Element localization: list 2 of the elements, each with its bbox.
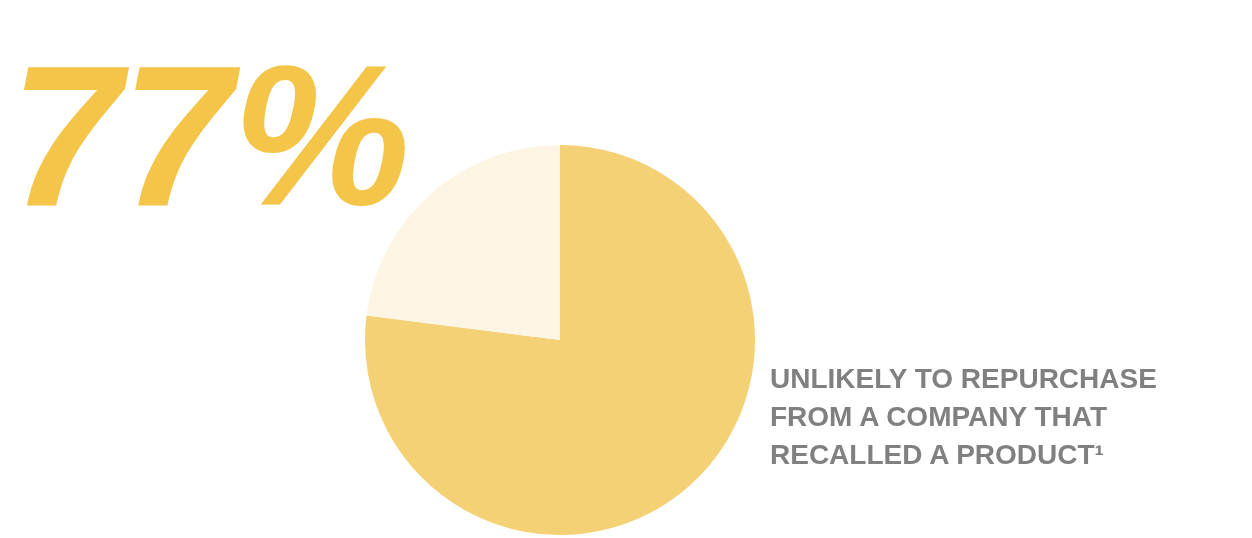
text: UNLIKELY TO REPURCHASE FROM A COMPANY THAT RECALLED A PRODUCT¹ [770,362,1158,472]
data-label: 77% [10,24,411,247]
